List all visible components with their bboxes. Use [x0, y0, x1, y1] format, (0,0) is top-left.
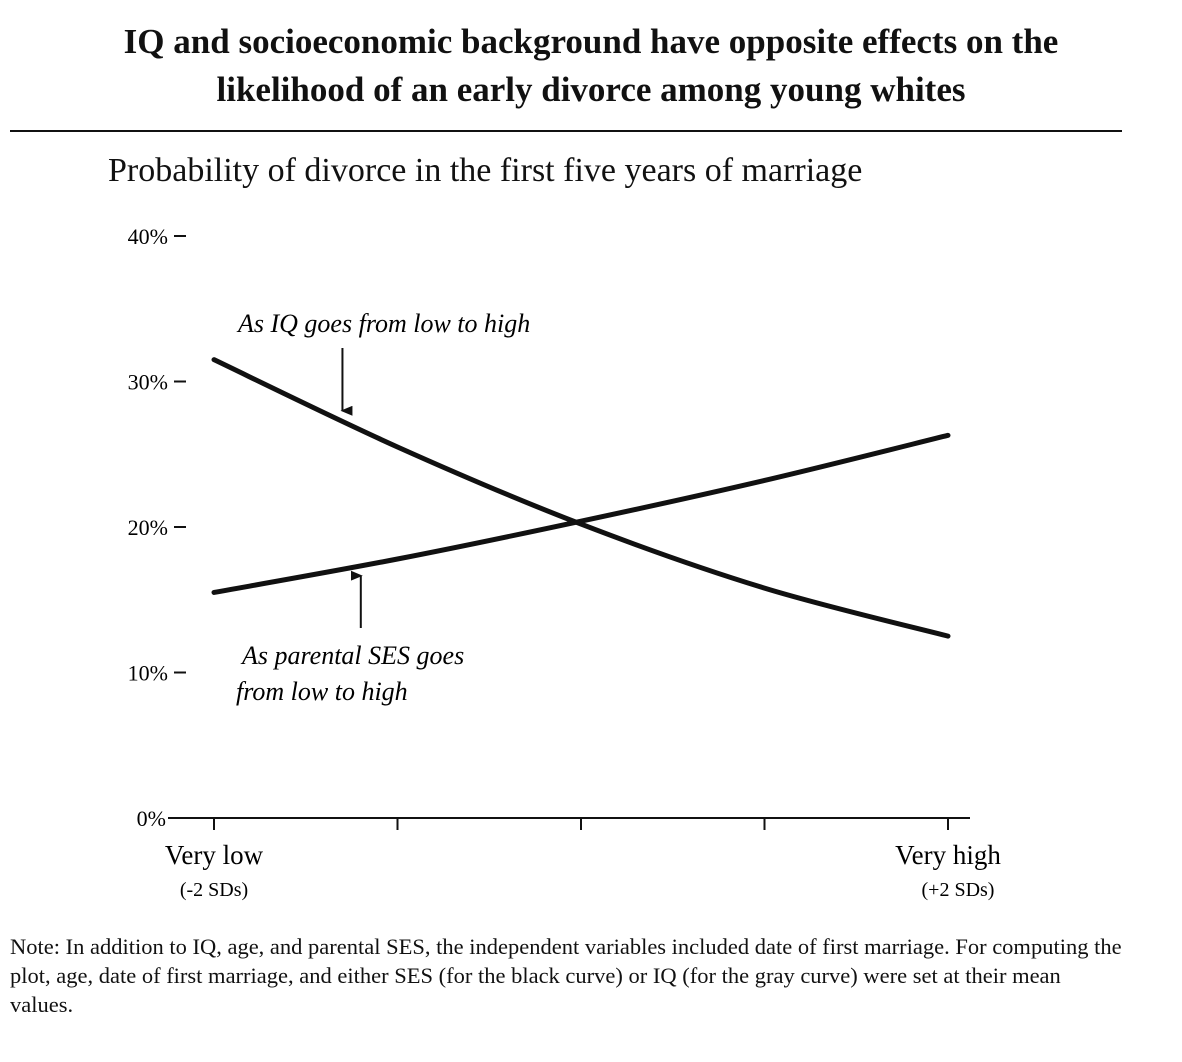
- series-line-ses: [211, 432, 951, 595]
- annotation-ses-line2: from low to high: [236, 677, 408, 706]
- title-divider: [10, 130, 1122, 132]
- title-line-2: likelihood of an early divorce among you…: [216, 70, 966, 109]
- y-tick-label: 0%: [137, 806, 166, 831]
- x-tick-label: Very high: [895, 840, 1001, 870]
- y-tick-label: 10%: [128, 661, 168, 686]
- chart-plot: 0% 10% 20% 30% 40% Very low (-2 SDs) Very high (…: [128, 224, 1002, 901]
- chart-subtitle: Probability of divorce in the first five…: [108, 152, 863, 189]
- y-tick-label: 20%: [128, 515, 168, 540]
- chart-title: IQ and socioeconomic background have opp…: [0, 18, 1182, 114]
- y-tick-label: 40%: [128, 224, 168, 249]
- x-tick-label: Very low: [165, 840, 264, 870]
- annotation-ses-line1: As parental SES goes: [240, 641, 464, 670]
- y-tick-label: 30%: [128, 370, 168, 395]
- annotation-iq: As IQ goes from low to high: [236, 309, 530, 338]
- x-tick-sublabel: (+2 SDs): [922, 879, 995, 901]
- x-tick-sublabel: (-2 SDs): [180, 879, 248, 901]
- title-line-1: IQ and socioeconomic background have opp…: [123, 22, 1059, 61]
- series-line-iq: [211, 357, 951, 639]
- chart-note: Note: In addition to IQ, age, and parent…: [10, 934, 1122, 1017]
